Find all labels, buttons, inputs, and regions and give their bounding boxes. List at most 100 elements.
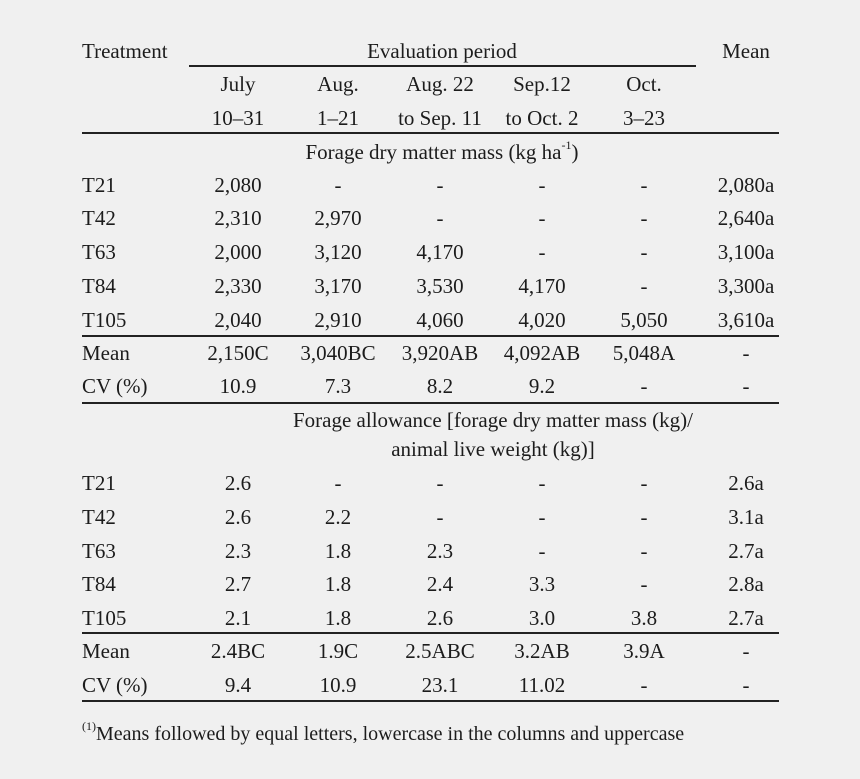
- section2-bottom-rule: [82, 700, 779, 702]
- cell-value: -: [640, 471, 648, 495]
- cell-value: 3,170: [314, 274, 362, 298]
- cell-value: 2.4: [426, 572, 454, 596]
- cell-value: 2,150C: [207, 341, 269, 365]
- cell-value: -: [436, 505, 444, 529]
- row-mean: 3,100a: [717, 240, 775, 264]
- row-label: Mean: [82, 639, 130, 663]
- cell-value: 4,060: [416, 308, 464, 332]
- row-label: T42: [82, 206, 116, 230]
- period-aug22-line1: Aug. 22: [406, 72, 474, 96]
- cell-value: 2,330: [214, 274, 262, 298]
- cell-value: 1.8: [324, 539, 352, 563]
- cell-value: -: [334, 471, 342, 495]
- period-aug22-line2: to Sep. 11: [398, 106, 482, 130]
- cell-value: 2,310: [214, 206, 262, 230]
- row-mean: 2.7a: [728, 539, 764, 563]
- period-july-line1: July: [220, 72, 256, 96]
- cell-value: -: [640, 539, 648, 563]
- mean-header: Mean: [722, 39, 770, 63]
- cell-value: -: [334, 173, 342, 197]
- cell-value: 3.3: [528, 572, 556, 596]
- cell-value: 2,910: [314, 308, 362, 332]
- cell-value: 2.2: [324, 505, 352, 529]
- period-sep12-line1: Sep.12: [513, 72, 571, 96]
- row-label: CV (%): [82, 374, 148, 398]
- cell-value: 3.0: [528, 606, 556, 630]
- cell-value: 2,080: [214, 173, 262, 197]
- row-mean: -: [742, 673, 750, 697]
- row-label: Mean: [82, 341, 130, 365]
- period-aug-line1: Aug.: [317, 72, 359, 96]
- cell-value: 2.6: [426, 606, 454, 630]
- footnote: (1)Means followed by equal letters, lowe…: [82, 719, 685, 745]
- row-label: T105: [82, 606, 127, 630]
- cell-value: -: [436, 173, 444, 197]
- cell-value: 9.2: [528, 374, 556, 398]
- cell-value: 2.6: [224, 471, 252, 495]
- row-mean: -: [742, 374, 750, 398]
- cell-value: 1.8: [324, 606, 352, 630]
- evaluation-period-header: Evaluation period: [367, 39, 517, 63]
- cell-value: 1.8: [324, 572, 352, 596]
- cell-value: 2,040: [214, 308, 262, 332]
- cell-value: -: [436, 471, 444, 495]
- cell-value: 4,170: [518, 274, 566, 298]
- cell-value: 3.2AB: [514, 639, 570, 663]
- row-label: T63: [82, 240, 116, 264]
- cell-value: 2.1: [224, 606, 252, 630]
- cell-value: -: [538, 471, 546, 495]
- cell-value: 4,020: [518, 308, 566, 332]
- cell-value: 10.9: [219, 374, 257, 398]
- cell-value: 3,920AB: [401, 341, 479, 365]
- cell-value: -: [640, 374, 648, 398]
- period-oct-line2: 3–23: [623, 106, 665, 130]
- cell-value: 3,530: [416, 274, 464, 298]
- row-mean: 2,080a: [717, 173, 775, 197]
- cell-value: 1.9C: [317, 639, 359, 663]
- cell-value: 2,970: [314, 206, 362, 230]
- section1-bottom-rule: [82, 402, 779, 404]
- cell-value: 7.3: [324, 374, 352, 398]
- row-label: T21: [82, 173, 116, 197]
- row-mean: 3,610a: [717, 308, 775, 332]
- section2-rule: [82, 632, 779, 634]
- row-label: T42: [82, 505, 116, 529]
- cell-value: 2.3: [426, 539, 454, 563]
- row-label: T84: [82, 274, 116, 298]
- cell-value: 2,000: [214, 240, 262, 264]
- period-sep12-line2: to Oct. 2: [505, 106, 579, 130]
- row-label: T105: [82, 308, 127, 332]
- row-mean: 2.8a: [728, 572, 764, 596]
- cell-value: 8.2: [426, 374, 454, 398]
- cell-value: -: [538, 539, 546, 563]
- row-label: T84: [82, 572, 116, 596]
- cell-value: -: [640, 240, 648, 264]
- cell-value: -: [538, 240, 546, 264]
- section2-title-line2: animal live weight (kg)]: [391, 437, 595, 461]
- row-mean: 3.1a: [728, 505, 764, 529]
- header-rule: [189, 65, 696, 67]
- cell-value: 11.02: [518, 673, 566, 697]
- cell-value: -: [538, 173, 546, 197]
- cell-value: 3.8: [630, 606, 658, 630]
- cell-value: -: [640, 173, 648, 197]
- row-mean: -: [742, 341, 750, 365]
- treatment-header: Treatment: [82, 39, 168, 63]
- cell-value: 9.4: [224, 673, 252, 697]
- period-oct-line1: Oct.: [626, 72, 662, 96]
- cell-value: 2.5ABC: [405, 639, 475, 663]
- cell-value: 4,170: [416, 240, 464, 264]
- row-mean: 2.7a: [728, 606, 764, 630]
- cell-value: -: [538, 206, 546, 230]
- header-bottom-rule: [82, 132, 779, 134]
- section1-title: Forage dry matter mass (kg ha-1): [305, 138, 579, 164]
- cell-value: -: [640, 673, 648, 697]
- cell-value: 5,050: [620, 308, 668, 332]
- cell-value: 3.9A: [623, 639, 665, 663]
- cell-value: 2.4BC: [210, 639, 266, 663]
- row-mean: -: [742, 639, 750, 663]
- cell-value: 3,040BC: [300, 341, 376, 365]
- section1-rule: [82, 335, 779, 337]
- row-label: CV (%): [82, 673, 148, 697]
- cell-value: -: [640, 505, 648, 529]
